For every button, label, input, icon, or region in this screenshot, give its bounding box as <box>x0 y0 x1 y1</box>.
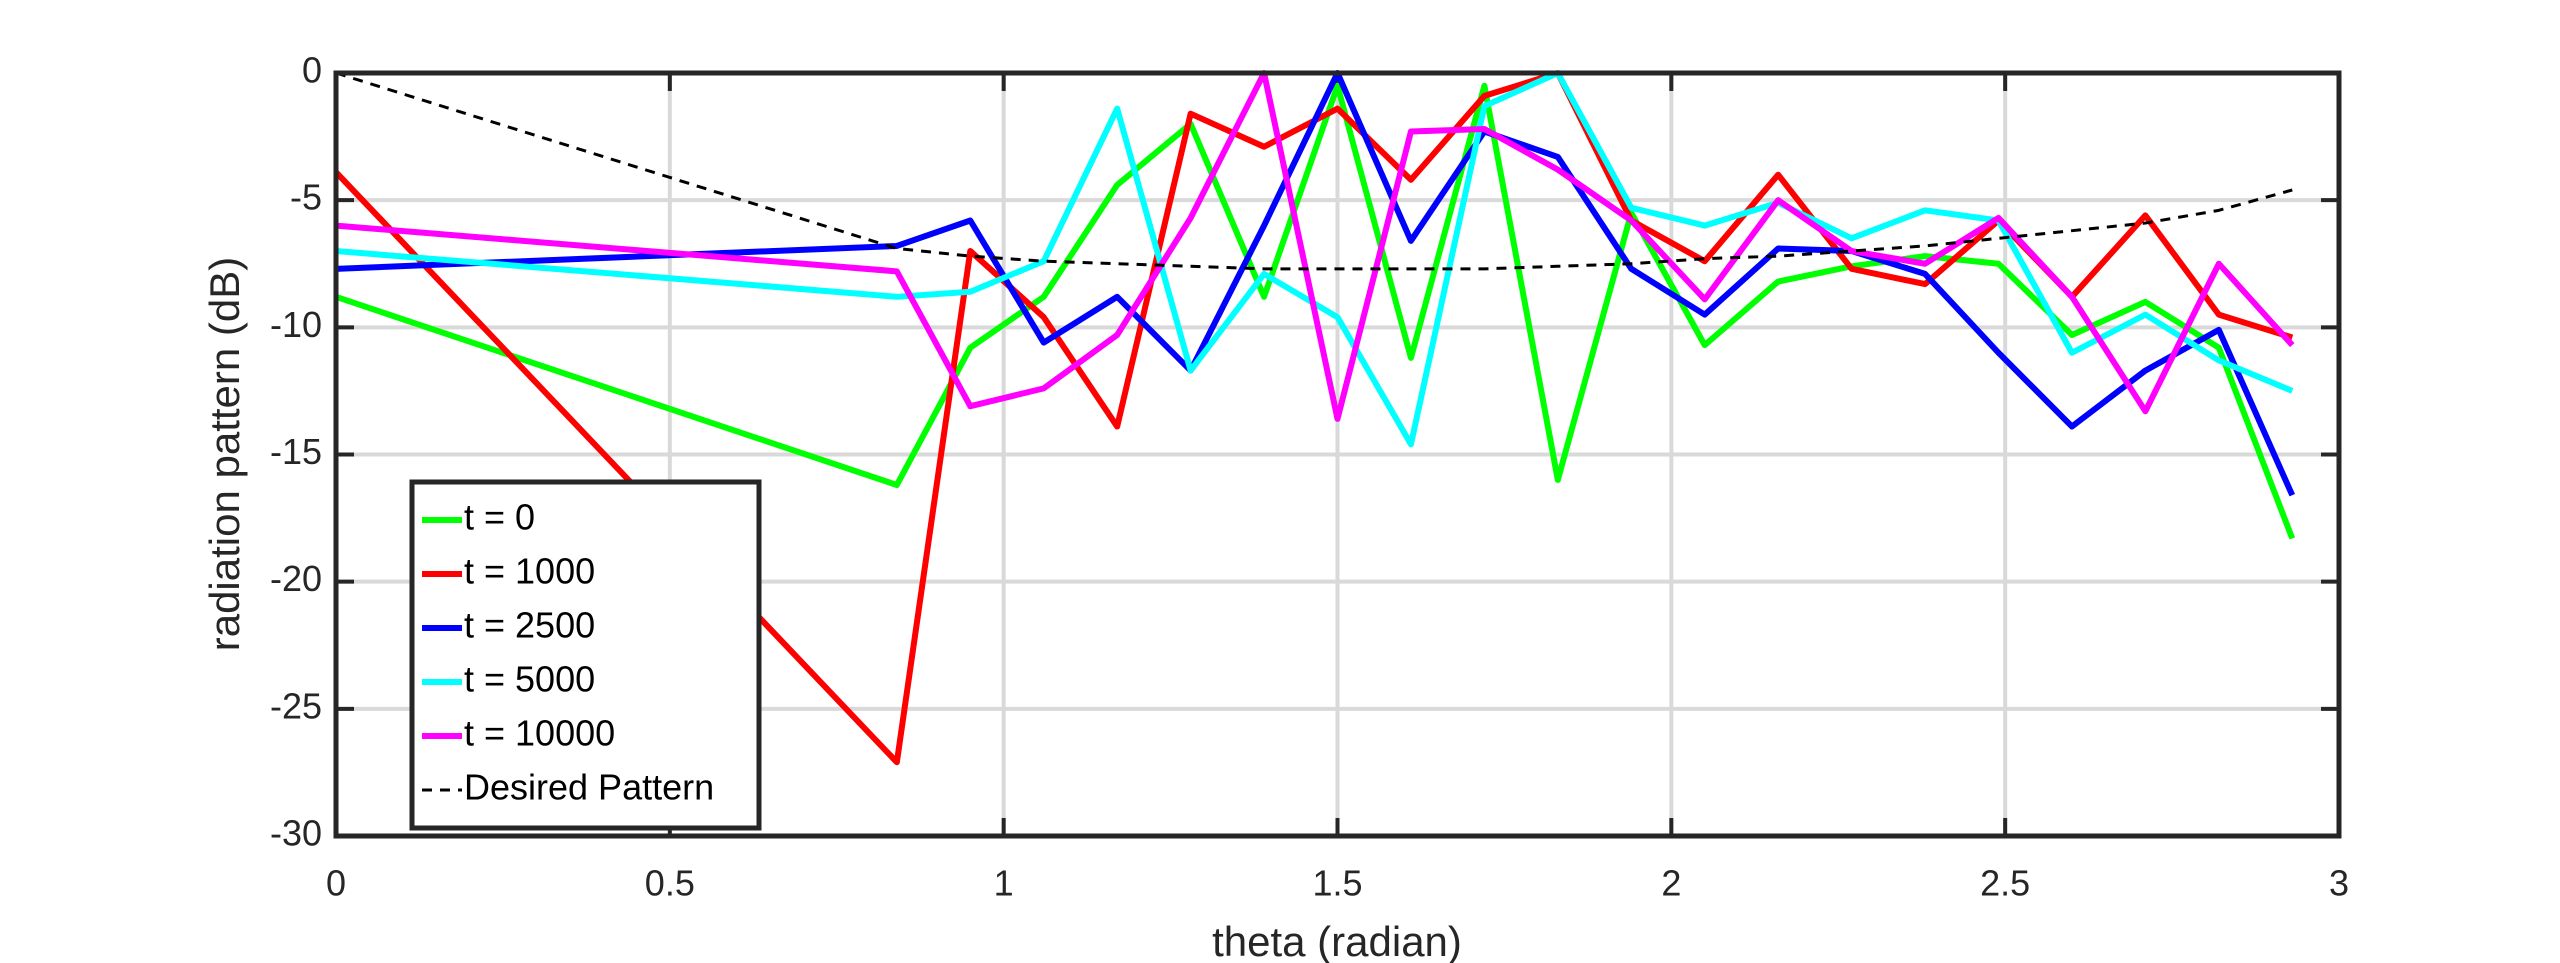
y-tick-label: 0 <box>302 50 322 91</box>
lines <box>333 70 2296 766</box>
y-tick-label: -20 <box>270 558 322 599</box>
y-tick-label: -25 <box>270 685 322 726</box>
legend-label: t = 5000 <box>464 659 595 700</box>
series-line <box>335 70 2295 422</box>
axes-box <box>333 70 2342 839</box>
y-tick-label: -10 <box>270 304 322 345</box>
y-tick-label: -5 <box>290 177 322 218</box>
x-axis-label: theta (radian) <box>1212 918 1462 963</box>
legend-label: t = 2500 <box>464 605 595 646</box>
x-tick-label: 0.5 <box>645 863 695 904</box>
legend-label: t = 1000 <box>464 551 595 592</box>
y-tick-label: -15 <box>270 431 322 472</box>
legend: t = 0 t = 1000 t = 2500 t = 5000 t = 10000 De… <box>409 479 762 831</box>
x-tick-label: 1.5 <box>1312 863 1362 904</box>
x-tick-label: 2.5 <box>1980 863 2030 904</box>
x-tick-label: 3 <box>2329 863 2349 904</box>
series-line <box>335 70 2296 497</box>
y-tick-label: -30 <box>270 813 322 854</box>
legend-label: Desired Pattern <box>464 767 714 808</box>
y-axis-label: radiation pattern (dB) <box>201 257 248 652</box>
x-tick-label: 1 <box>994 863 1014 904</box>
series-line <box>335 71 2293 271</box>
legend-label: t = 0 <box>464 497 535 538</box>
legend-label: t = 10000 <box>464 713 615 754</box>
x-tick-label: 0 <box>326 863 346 904</box>
legend-box <box>409 479 762 831</box>
x-tick-label: 2 <box>1661 863 1681 904</box>
